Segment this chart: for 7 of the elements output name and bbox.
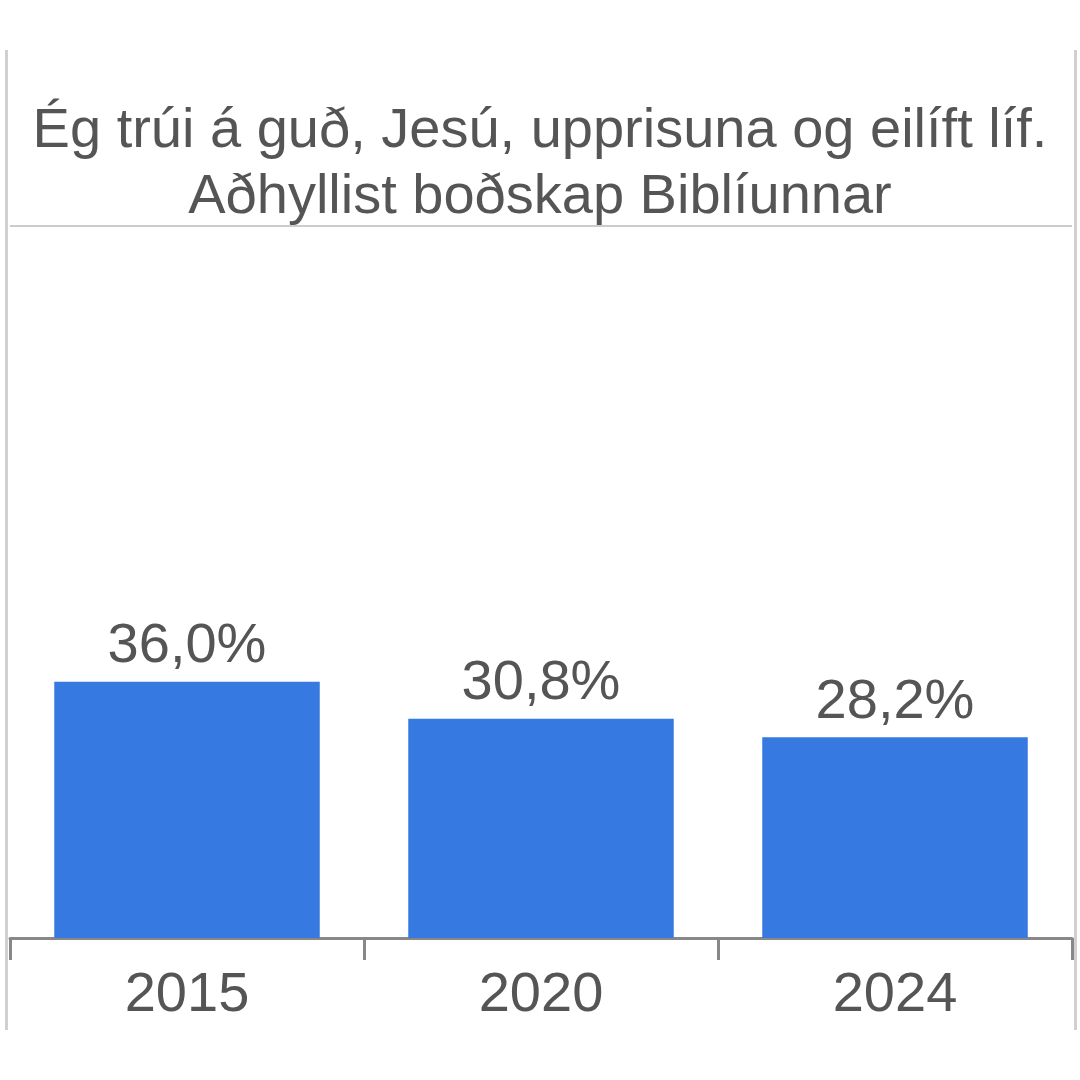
data-label: 28,2% (815, 666, 975, 730)
data-label: 30,8% (461, 648, 621, 712)
chart-title: Ég trúi á guð, Jesú, upprisuna og eilíft líf. Aðhyllist boðskap Biblíunnar (31, 95, 1049, 227)
data-label: 36,0% (107, 611, 267, 675)
x-tick-label: 2015 (124, 959, 250, 1023)
x-tick-label: 2024 (832, 959, 958, 1023)
x-tick-label: 2020 (478, 959, 604, 1023)
